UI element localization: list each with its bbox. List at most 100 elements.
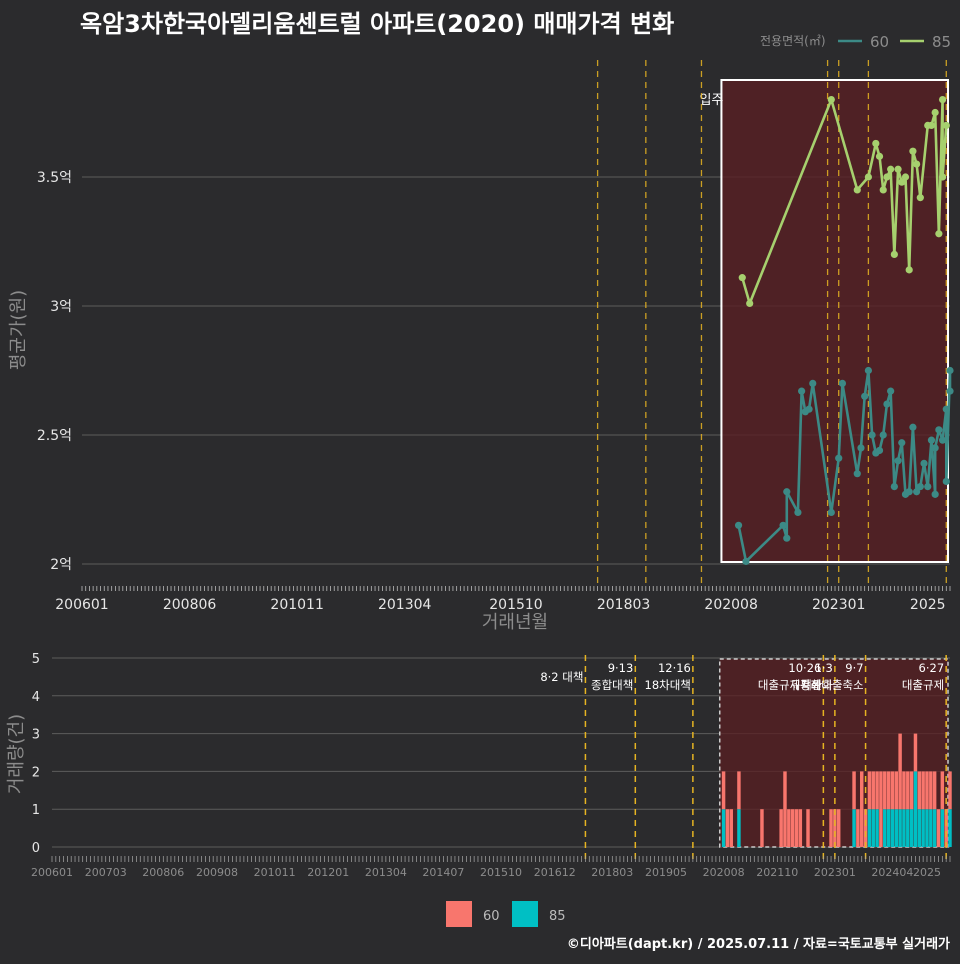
data-point-60 — [827, 508, 835, 516]
x-axis-title: 거래년월 — [482, 612, 548, 633]
x-tick-label-bottom: 201803 — [591, 866, 633, 879]
chart-title: 옥암3차한국아델리움센트럴 아파트(2020) 매매가격 변화 — [80, 10, 675, 38]
bar-85 — [906, 809, 910, 847]
data-point-85 — [894, 165, 902, 173]
x-tick-label-bottom: 201612 — [534, 866, 576, 879]
bar-60 — [932, 771, 937, 810]
bar-60 — [806, 809, 810, 847]
bar-60 — [917, 771, 922, 810]
x-tick-label-bottom: 201905 — [645, 866, 687, 879]
data-point-60 — [838, 379, 847, 387]
data-point-60 — [861, 392, 869, 400]
bar-60 — [883, 771, 887, 810]
data-point-85 — [901, 173, 910, 181]
data-point-60 — [946, 387, 954, 395]
y-tick-label-bottom: 3 — [32, 728, 40, 743]
data-point-60 — [875, 446, 884, 455]
legend-key-bar-85 — [512, 901, 538, 927]
data-point-60 — [883, 400, 891, 408]
bar-85 — [902, 809, 906, 847]
x-tick-label-bottom: 202110 — [756, 866, 798, 879]
data-point-85 — [827, 96, 835, 104]
data-point-60 — [783, 488, 791, 496]
bar-60 — [829, 809, 833, 847]
bar-60 — [860, 771, 864, 847]
policy-label: 18차대책 — [645, 678, 691, 692]
data-point-85 — [746, 299, 754, 308]
bar-60 — [836, 809, 841, 847]
bar-60 — [948, 771, 952, 810]
data-point-60 — [783, 534, 791, 542]
bar-85 — [886, 809, 891, 847]
bar-60 — [925, 771, 929, 810]
legend-label-bar-85: 85 — [549, 909, 566, 924]
data-point-60 — [798, 387, 806, 395]
bar-60 — [852, 771, 856, 810]
y-axis-title: 평균가(원) — [8, 290, 29, 370]
y-tick-label-bottom: 4 — [32, 690, 40, 705]
data-point-60 — [864, 366, 872, 375]
data-point-60 — [853, 470, 861, 478]
x-tick-label: 200601 — [55, 597, 108, 613]
bar-85 — [871, 809, 875, 847]
y-tick-label: 3억 — [50, 299, 72, 315]
data-point-60 — [931, 444, 939, 452]
data-point-60 — [913, 488, 921, 496]
bar-60 — [867, 771, 872, 810]
y-tick-label: 2억 — [50, 557, 72, 573]
x-tick-label-bottom: 201011 — [254, 866, 296, 879]
data-point-85 — [927, 121, 936, 129]
data-point-85 — [942, 121, 950, 129]
legend-title: 전용면적(㎡) — [760, 34, 826, 48]
x-tick-label: 201011 — [270, 597, 323, 613]
legend-key-bar-60 — [446, 901, 472, 927]
policy-label: 규제완화 — [791, 678, 834, 692]
bar-85 — [883, 809, 887, 847]
policy-label: 종합대책 — [591, 678, 633, 692]
data-point-85 — [935, 230, 943, 238]
data-point-60 — [894, 457, 902, 465]
bar-60 — [890, 771, 895, 810]
data-point-85 — [879, 186, 887, 194]
bar-85 — [948, 809, 952, 847]
y-axis-title-bottom: 거래량(건) — [6, 714, 27, 794]
x-tick-label-bottom: 202301 — [814, 866, 856, 879]
data-point-85 — [916, 194, 924, 202]
data-point-85 — [938, 173, 947, 181]
data-point-60 — [857, 444, 865, 452]
bar-60 — [790, 809, 795, 847]
bar-85 — [721, 809, 726, 847]
data-point-60 — [890, 483, 898, 491]
data-point-85 — [938, 96, 947, 104]
bar-85 — [867, 809, 872, 847]
x-tick-label: 202008 — [704, 597, 757, 613]
bar-60 — [906, 771, 910, 810]
data-point-60 — [905, 488, 913, 496]
policy-label: 대출규제강화 — [758, 678, 822, 692]
bar-60 — [909, 771, 914, 810]
policy-label: 대출규제 — [902, 678, 944, 692]
bar-85 — [940, 809, 945, 847]
bar-60 — [863, 809, 868, 847]
policy-label: 특례대출축소 — [800, 678, 863, 692]
bar-60 — [798, 809, 803, 847]
policy-label: 6·27 — [919, 661, 945, 675]
x-tick-label-bottom: 202404 — [871, 866, 913, 879]
data-point-60 — [887, 387, 895, 395]
policy-label: 12·16 — [658, 661, 691, 675]
bar-60 — [725, 809, 730, 847]
bar-85 — [929, 809, 933, 847]
bar-85 — [932, 809, 937, 847]
data-point-85 — [905, 266, 913, 274]
x-tick-label-bottom: 200601 — [31, 866, 73, 879]
data-point-85 — [738, 274, 746, 282]
x-tick-label: 201803 — [597, 597, 650, 613]
data-point-60 — [942, 477, 950, 486]
x-tick-label-bottom: 200703 — [85, 866, 127, 879]
x-tick-label: 202301 — [812, 597, 865, 613]
data-point-85 — [909, 147, 917, 155]
legend-label-bar-60: 60 — [483, 909, 500, 924]
bar-85 — [909, 809, 914, 847]
